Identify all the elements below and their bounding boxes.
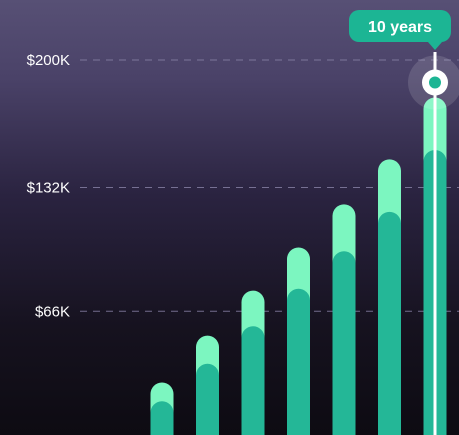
bar-4 bbox=[332, 204, 356, 435]
bar-5 bbox=[378, 159, 401, 435]
bar-3 bbox=[287, 247, 310, 435]
callout-bubble: 10 years bbox=[349, 10, 451, 50]
callout-pointer bbox=[428, 42, 442, 50]
bar-base-segment bbox=[332, 251, 356, 435]
bar-base-segment bbox=[196, 363, 219, 435]
bar-base-segment bbox=[241, 326, 265, 435]
bar-0 bbox=[150, 382, 174, 435]
bar-base-segment bbox=[287, 288, 310, 435]
bar-2 bbox=[241, 290, 265, 435]
bars-layer bbox=[150, 97, 447, 435]
y-tick-label: $200K bbox=[27, 52, 70, 69]
callout-background bbox=[349, 10, 451, 42]
y-tick-label: $132K bbox=[27, 180, 70, 197]
callout-label: 10 years bbox=[368, 19, 432, 36]
y-tick-label: $66K bbox=[35, 303, 70, 320]
marker-dot bbox=[429, 76, 441, 89]
bar-base-segment bbox=[378, 211, 401, 435]
highlight-layer[interactable]: 10 years bbox=[349, 10, 459, 435]
bar-1 bbox=[196, 335, 219, 435]
bar-base-segment bbox=[150, 401, 174, 435]
